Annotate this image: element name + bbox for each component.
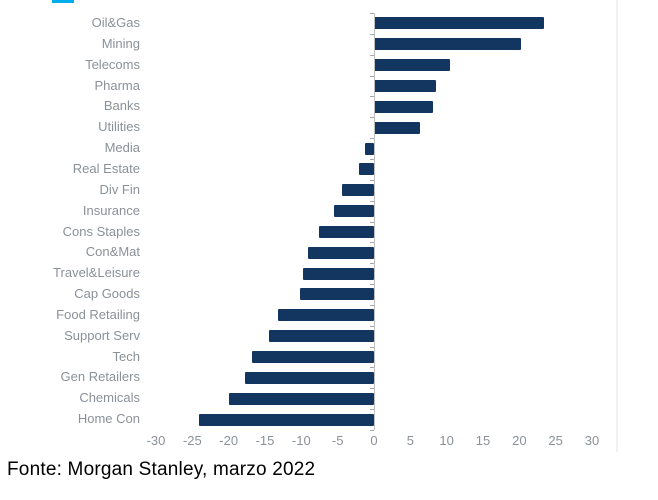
- bar-banks: [374, 100, 433, 113]
- category-label-telecoms: Telecoms: [85, 56, 140, 72]
- category-label-div-fin: Div Fin: [99, 181, 140, 197]
- category-label-oil-gas: Oil&Gas: [91, 15, 140, 30]
- bar-con-mat: [307, 246, 374, 259]
- axis-tick-mark: [370, 33, 374, 35]
- bar-support-serv: [269, 330, 374, 343]
- bar-gen-retailers: [244, 371, 374, 384]
- bar-travel-leisure: [302, 267, 374, 280]
- bar-food-retailing: [278, 309, 374, 322]
- axis-tick-mark: [370, 13, 374, 14]
- bar-tech: [251, 351, 374, 364]
- category-label-gen-retailers: Gen Retailers: [60, 369, 140, 385]
- category-label-utilities: Utilities: [98, 119, 140, 135]
- axis-tick-mark: [370, 179, 374, 181]
- x-tick-label-25: 25: [548, 433, 563, 448]
- axis-tick-mark: [370, 430, 374, 431]
- x-tick-label-20: 20: [512, 433, 527, 448]
- axis-tick-mark: [370, 367, 374, 369]
- bar-cons-staples: [319, 225, 374, 238]
- x-tick-label--25: -25: [182, 433, 202, 448]
- axis-tick-mark: [370, 75, 374, 77]
- axis-tick-mark: [370, 158, 374, 160]
- bar-telecoms: [374, 59, 451, 72]
- x-tick-label--15: -15: [255, 433, 275, 448]
- axis-tick-mark: [370, 200, 374, 202]
- x-tick-label-30: 30: [584, 433, 600, 448]
- bar-cap-goods: [299, 288, 374, 301]
- category-label-real-estate: Real Estate: [72, 160, 140, 176]
- category-label-chemicals: Chemicals: [79, 390, 140, 406]
- bar-div-fin: [342, 184, 374, 197]
- bar-pharma: [374, 79, 436, 92]
- axis-tick-mark: [370, 221, 374, 223]
- category-label-travel-leisure: Travel&Leisure: [53, 265, 140, 281]
- category-label-pharma: Pharma: [94, 77, 140, 93]
- bar-utilities: [374, 121, 420, 134]
- sector-bar-chart: Oil&Gas Mining Telecoms Pharma Banks Utilitie…: [53, 13, 600, 448]
- bar-home-con: [198, 413, 374, 426]
- axis-tick-mark: [370, 263, 374, 265]
- bar-insurance: [334, 205, 374, 218]
- axis-tick-mark: [370, 284, 374, 286]
- category-label-mining: Mining: [101, 35, 140, 51]
- axis-tick-mark: [370, 117, 374, 119]
- axis-tick-mark: [370, 96, 374, 98]
- bar-media: [364, 142, 374, 155]
- axis-tick-mark: [370, 304, 374, 306]
- axis-tick-mark: [370, 54, 374, 56]
- x-tick-label--10: -10: [291, 433, 311, 448]
- source-note: Fonte: Morgan Stanley, marzo 2022: [7, 459, 316, 480]
- bar-chemicals: [229, 392, 374, 405]
- x-tick-label-10: 10: [439, 433, 454, 448]
- cropped-title-fragment: [52, 0, 74, 3]
- x-tick-label-5: 5: [406, 433, 414, 448]
- category-label-tech: Tech: [112, 348, 140, 364]
- x-tick-label-15: 15: [475, 433, 491, 448]
- x-tick-label--5: -5: [331, 433, 344, 448]
- axis-tick-mark: [370, 242, 374, 244]
- category-label-con-mat: Con&Mat: [85, 244, 140, 260]
- category-label-cap-goods: Cap Goods: [74, 286, 140, 302]
- x-tick-label--30: -30: [146, 433, 166, 448]
- axis-tick-mark: [370, 138, 374, 140]
- category-label-media: Media: [104, 140, 140, 156]
- category-label-cons-staples: Cons Staples: [62, 223, 140, 239]
- bar-oil-gas: [374, 17, 545, 30]
- page-right-border: [616, 0, 618, 452]
- x-tick-label--20: -20: [219, 433, 239, 448]
- axis-tick-mark: [370, 325, 374, 327]
- category-label-home-con: Home Con: [77, 411, 140, 427]
- bar-mining: [374, 38, 521, 51]
- bar-real-estate: [359, 163, 374, 176]
- zero-axis-line: [374, 13, 375, 430]
- x-tick-label-0: 0: [370, 433, 378, 448]
- category-label-support-serv: Support Serv: [64, 327, 140, 343]
- category-label-insurance: Insurance: [82, 202, 140, 218]
- category-label-food-retailing: Food Retailing: [56, 306, 140, 322]
- axis-tick-mark: [370, 388, 374, 390]
- category-label-banks: Banks: [103, 98, 140, 114]
- axis-tick-mark: [370, 346, 374, 348]
- axis-tick-mark: [370, 409, 374, 411]
